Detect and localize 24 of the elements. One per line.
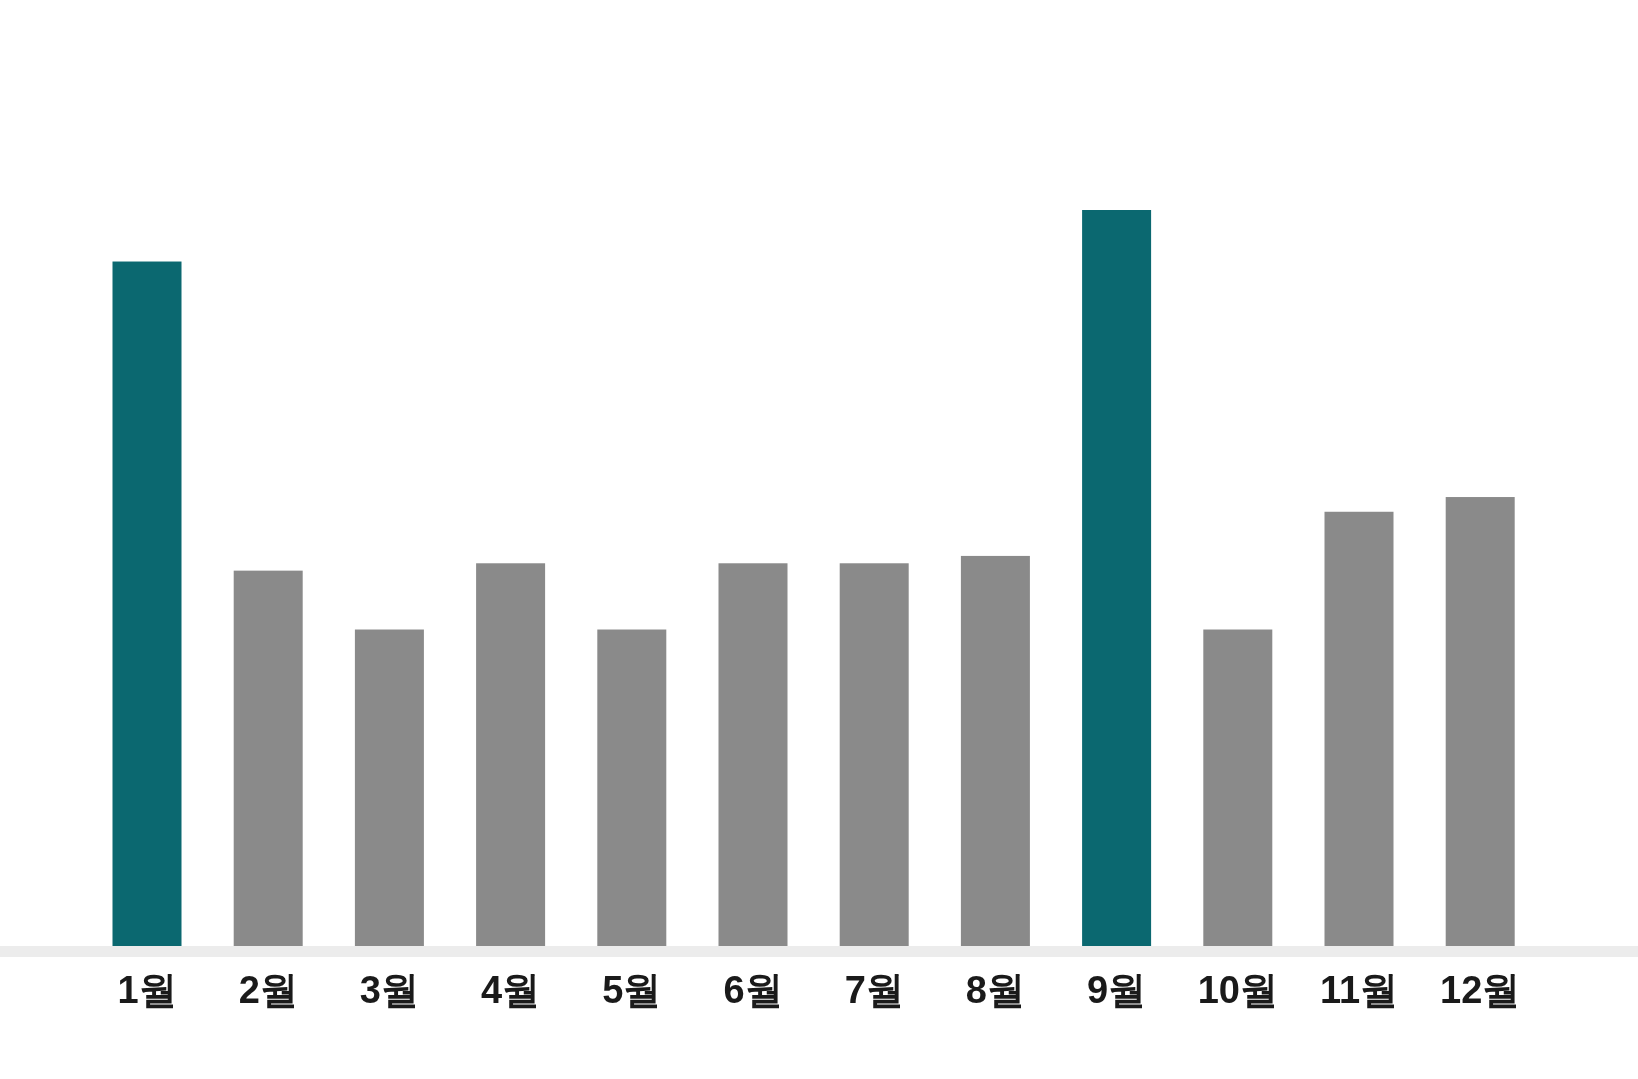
x-tick-label: 1월 [117,969,177,1011]
bar [839,563,909,946]
bar [597,629,667,946]
x-tick-label: 8월 [965,969,1025,1011]
x-tick-label: 12월 [1440,969,1521,1011]
x-tick-label: 4월 [481,969,541,1011]
bar [476,563,546,946]
x-tick-label: 9월 [1087,969,1147,1011]
bar [1203,629,1273,946]
x-tick-label: 5월 [602,969,662,1011]
bar [718,563,788,946]
x-tick-label: 11월 [1319,969,1399,1011]
x-tick-label: 2월 [238,969,298,1011]
bar [1324,511,1394,946]
x-tick-label: 6월 [723,969,783,1011]
bar [960,555,1030,946]
x-tick-label: 7월 [844,969,904,1011]
x-tick-label: 3월 [359,969,419,1011]
bar [233,570,303,946]
bar [354,629,424,946]
bar [1082,210,1152,946]
bar [112,261,182,946]
bar [1445,497,1515,946]
x-tick-label: 10월 [1197,969,1278,1011]
